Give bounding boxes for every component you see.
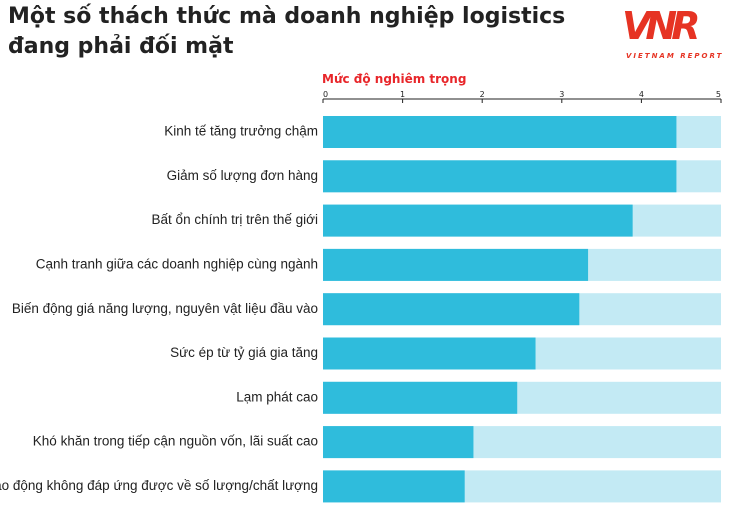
- bar: [323, 293, 580, 326]
- logo-mark: VNR: [622, 4, 700, 48]
- category-label: Cạnh tranh giữa các doanh nghiệp cùng ng…: [36, 256, 318, 271]
- category-label: Lao động không đáp ứng được về số lượng/…: [0, 478, 318, 493]
- x-axis-title: Mức độ nghiêm trọng: [322, 72, 467, 86]
- bar: [323, 204, 633, 237]
- bar: [323, 381, 518, 414]
- x-tick-label: 4: [639, 90, 644, 99]
- x-tick-label: 2: [480, 90, 485, 99]
- category-label: Sức ép từ tỷ giá gia tăng: [170, 345, 318, 360]
- x-tick-label: 5: [716, 90, 721, 99]
- bar: [323, 470, 465, 503]
- bar: [323, 337, 536, 370]
- category-label: Giảm số lượng đơn hàng: [167, 168, 318, 183]
- bar: [323, 248, 589, 281]
- bar: [323, 160, 677, 193]
- bar: [323, 426, 474, 459]
- x-tick-label: 1: [400, 90, 405, 99]
- category-label: Khó khăn trong tiếp cận nguồn vốn, lãi s…: [33, 434, 318, 449]
- logo-text: VIETNAM REPORT: [626, 52, 724, 60]
- vietnam-report-logo: VNR VIETNAM REPORT: [620, 2, 724, 66]
- category-label: Bất ổn chính trị trên thế giới: [152, 212, 318, 227]
- bar: [323, 116, 677, 148]
- category-label: Biến động giá năng lượng, nguyên vật liệ…: [12, 301, 318, 316]
- x-tick-label: 0: [323, 90, 328, 99]
- chart-title: Một số thách thức mà doanh nghiệp logist…: [8, 4, 566, 59]
- category-label: Kinh tế tăng trưởng chậm: [164, 124, 318, 139]
- category-label: Lạm phát cao: [236, 389, 318, 404]
- x-tick-label: 3: [559, 90, 564, 99]
